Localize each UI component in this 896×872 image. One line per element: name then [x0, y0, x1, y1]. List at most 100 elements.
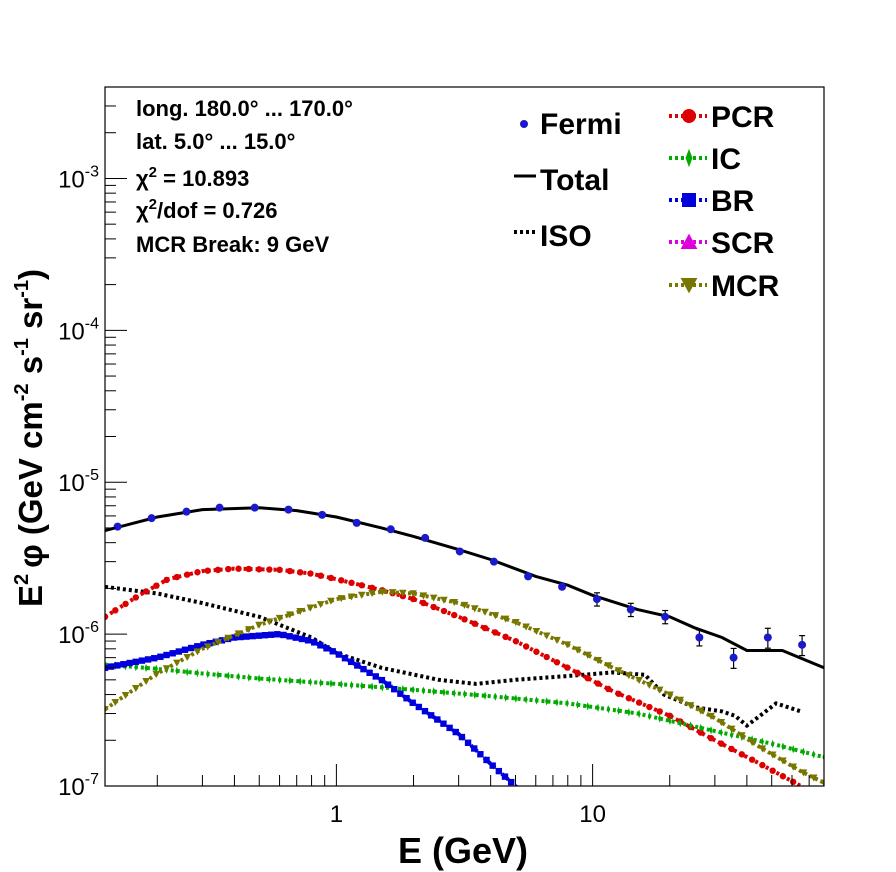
data-marker — [666, 691, 674, 699]
data-marker — [132, 594, 140, 601]
data-marker — [682, 193, 696, 207]
data-marker — [274, 631, 281, 638]
data-marker — [769, 767, 776, 774]
data-marker — [216, 670, 220, 680]
data-marker — [420, 599, 427, 607]
data-marker — [193, 648, 202, 656]
data-marker — [512, 619, 520, 627]
data-marker — [403, 695, 410, 702]
data-marker — [368, 590, 376, 598]
series-ic — [105, 660, 824, 762]
data-marker — [244, 626, 253, 634]
data-marker — [265, 618, 274, 626]
data-marker — [495, 767, 503, 775]
data-marker — [237, 633, 244, 641]
data-marker — [553, 659, 561, 666]
series-line-ic — [105, 662, 824, 760]
fermi-point — [284, 505, 293, 514]
series-iso — [105, 584, 802, 729]
data-marker — [163, 576, 170, 584]
data-marker — [368, 584, 376, 591]
data-marker — [574, 669, 581, 677]
data-marker — [278, 675, 282, 685]
data-marker — [234, 630, 243, 638]
y-tick-label: 10-6 — [58, 619, 99, 649]
data-marker — [781, 742, 785, 751]
data-marker — [789, 778, 797, 786]
data-marker — [502, 633, 509, 641]
chi2-text: χ2 = 10.893 — [136, 164, 249, 191]
data-marker — [286, 633, 293, 640]
data-marker — [685, 148, 693, 168]
data-marker — [370, 682, 374, 691]
data-marker — [709, 726, 713, 735]
fermi-point — [386, 525, 395, 534]
data-marker — [114, 662, 121, 669]
data-marker — [680, 233, 698, 249]
data-marker — [288, 676, 292, 685]
data-marker — [308, 677, 313, 687]
fermi-point — [661, 612, 670, 621]
data-marker — [791, 745, 795, 754]
data-marker — [327, 597, 335, 605]
data-marker — [522, 623, 530, 631]
mcr-break-text: MCR Break: 9 GeV — [136, 232, 330, 257]
data-marker — [169, 650, 176, 657]
legend-label: PCR — [711, 101, 775, 134]
data-marker — [105, 706, 109, 714]
data-marker — [524, 695, 528, 704]
longitude-text: long. 180.0° ... 170.0° — [136, 96, 353, 121]
data-marker — [688, 721, 693, 730]
data-marker — [464, 739, 472, 746]
data-marker — [409, 595, 417, 603]
legend-label: Total — [540, 164, 609, 197]
fermi-point — [215, 503, 224, 512]
data-marker — [462, 689, 467, 699]
data-marker — [337, 595, 346, 603]
data-marker — [737, 732, 746, 740]
data-marker — [249, 632, 256, 640]
fit-info: long. 180.0° ... 170.0° lat. 5.0° ... 15… — [136, 96, 353, 257]
data-marker — [727, 725, 736, 733]
data-marker — [471, 745, 478, 752]
data-marker — [575, 700, 580, 709]
y-tick-label: 10-4 — [58, 315, 99, 345]
fermi-point — [147, 514, 156, 523]
series-total — [105, 506, 824, 670]
svg-text:E2φ (GeV cm-2 s-1 sr-1): E2φ (GeV cm-2 s-1 sr-1) — [11, 269, 49, 607]
data-marker — [378, 588, 387, 596]
fermi-point — [695, 633, 704, 642]
data-marker — [586, 702, 590, 711]
data-marker — [789, 763, 798, 771]
data-marker — [163, 651, 170, 659]
data-marker — [421, 686, 426, 695]
data-marker — [491, 612, 500, 620]
data-marker — [175, 666, 179, 676]
data-marker — [372, 673, 379, 680]
data-marker — [380, 683, 384, 692]
data-marker — [111, 699, 120, 707]
fermi-point — [592, 595, 601, 604]
data-marker — [543, 653, 550, 661]
data-marker — [440, 720, 447, 727]
data-marker — [384, 681, 392, 688]
data-marker — [304, 637, 312, 644]
legend-item-mcr: MCR — [669, 270, 780, 303]
fermi-point — [798, 640, 807, 649]
data-marker — [779, 757, 787, 765]
data-marker — [719, 728, 723, 737]
data-marker — [298, 677, 302, 686]
data-marker — [306, 604, 315, 612]
data-marker — [645, 681, 654, 689]
axis-ticks: 1 10 10-7 10-6 10-5 10-4 10-3 — [58, 86, 825, 828]
y-tick-label: 10-7 — [58, 771, 99, 801]
data-marker — [134, 662, 138, 672]
data-marker — [235, 565, 242, 572]
data-marker — [409, 699, 416, 706]
data-marker — [354, 662, 361, 669]
data-marker — [635, 676, 643, 684]
series-mcr — [105, 588, 824, 786]
data-marker — [605, 685, 612, 693]
data-marker — [153, 582, 160, 589]
data-marker — [231, 634, 238, 641]
